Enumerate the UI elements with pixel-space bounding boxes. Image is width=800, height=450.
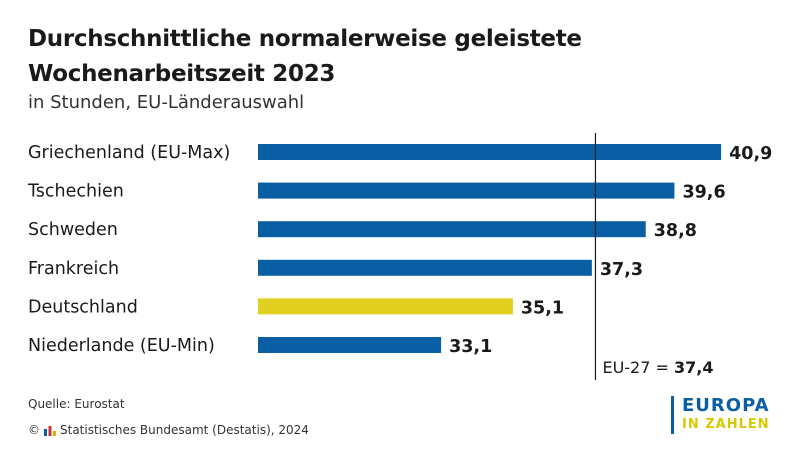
category-label: Deutschland: [28, 297, 138, 317]
source-note: Quelle: Eurostat: [28, 397, 125, 411]
chart-subtitle: in Stunden, EU-Länderauswahl: [28, 92, 305, 113]
copyright-text: Statistisches Bundesamt (Destatis), 2024: [60, 423, 309, 437]
value-label: 35,1: [521, 298, 564, 318]
reference-value: 37,4: [674, 358, 713, 377]
value-label: 37,3: [600, 260, 643, 280]
europa-in-zahlen-logo: EUROPA IN ZAHLEN: [671, 396, 770, 434]
value-label: 38,8: [654, 221, 697, 241]
category-label: Griechenland (EU-Max): [28, 143, 230, 163]
bar: [258, 298, 513, 315]
brand-line-1: EUROPA: [682, 395, 770, 416]
bar: [258, 221, 646, 238]
bar: [258, 259, 592, 276]
bar: [258, 337, 442, 353]
chart-title: Durchschnittliche normalerweise geleiste…: [28, 26, 582, 87]
bar: [258, 144, 722, 160]
category-label: Frankreich: [28, 259, 119, 279]
value-label: 33,1: [449, 337, 492, 357]
category-label: Niederlande (EU-Min): [28, 336, 215, 356]
copyright-note: © Statistisches Bundesamt (Destatis), 20…: [28, 423, 309, 437]
category-label: Schweden: [28, 220, 118, 240]
reference-label: EU-27 = 37,4: [602, 358, 713, 377]
value-label: 39,6: [682, 183, 725, 203]
brand-line-2: IN ZAHLEN: [682, 417, 770, 432]
category-label: Tschechien: [27, 182, 124, 202]
bar: [258, 182, 675, 199]
value-label: 40,9: [729, 144, 772, 164]
copyright-symbol: ©: [28, 423, 40, 437]
destatis-logo-icon: [44, 425, 56, 436]
